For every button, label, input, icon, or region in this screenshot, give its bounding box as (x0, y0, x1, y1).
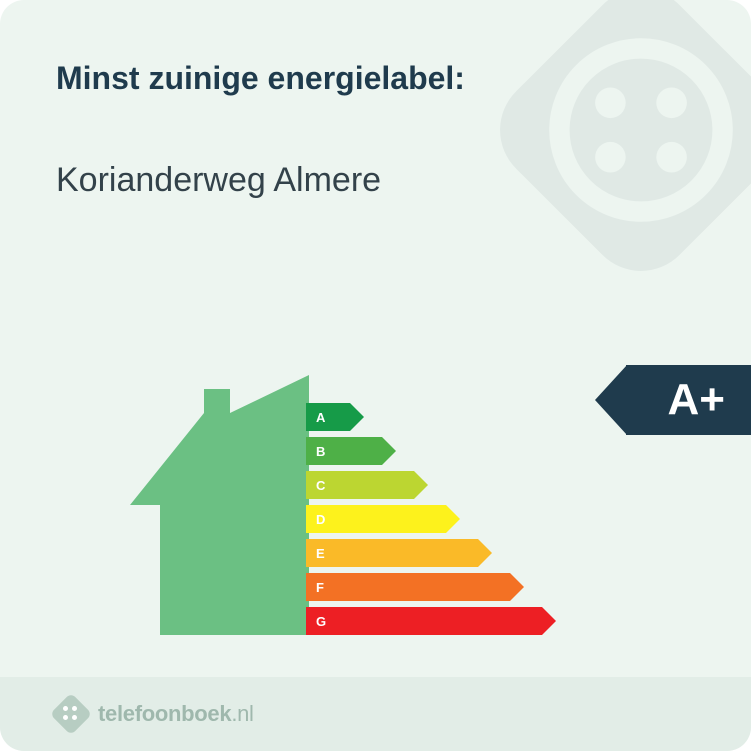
bar-label: G (306, 614, 326, 629)
card-content: Minst zuinige energielabel: Korianderweg… (0, 0, 751, 751)
bar-label: B (306, 444, 325, 459)
bar-label: F (306, 580, 324, 595)
bar-label: A (306, 410, 325, 425)
page-title: Minst zuinige energielabel: (56, 60, 695, 97)
address-subtitle: Korianderweg Almere (56, 161, 695, 200)
bar-label: E (306, 546, 325, 561)
energy-label-card: Minst zuinige energielabel: Korianderweg… (0, 0, 751, 751)
bar-label: C (306, 478, 325, 493)
bar-label: D (306, 512, 325, 527)
